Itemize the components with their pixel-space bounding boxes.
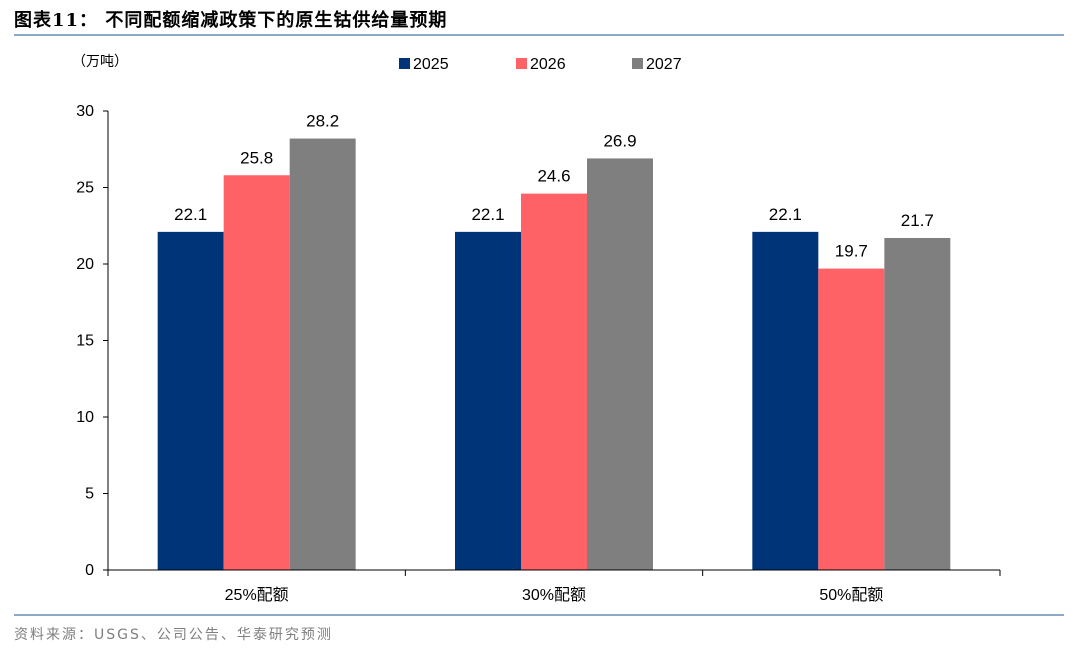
- bar-2027-2: [587, 158, 653, 570]
- legend-label: 2027: [646, 56, 682, 73]
- y-tick-label: 0: [85, 562, 94, 579]
- bar-value-label: 26.9: [603, 131, 636, 150]
- legend-label: 2025: [413, 56, 449, 73]
- y-tick-label: 15: [76, 333, 94, 350]
- y-unit-label: （万吨）: [72, 53, 128, 69]
- figure-title: 图表11： 不同配额缩减政策下的原生钴供给量预期: [14, 10, 448, 31]
- bar-2026-2: [521, 193, 587, 570]
- y-tick-label: 10: [76, 409, 94, 426]
- top-divider: [14, 34, 1064, 36]
- y-tick-label: 25: [76, 180, 94, 197]
- bars-group: 22.1 22.1 22.1 25.8 24.6 19.7 28.2 26.9 21.7: [157, 112, 951, 571]
- legend-swatch-2027: [632, 58, 643, 69]
- chart-legend: 2025 2026 2027: [399, 56, 682, 73]
- x-category-label: 30%配额: [522, 586, 586, 604]
- y-tick-label: 5: [85, 486, 94, 503]
- bar-2025-1: [157, 231, 224, 570]
- bar-value-label: 19.7: [835, 242, 868, 261]
- bar-2027-3: [884, 237, 951, 571]
- x-axis: 25%配额 30%配额 50%配额: [107, 569, 1001, 604]
- x-category-label: 25%配额: [225, 586, 289, 604]
- bar-2025-2: [455, 231, 521, 570]
- bar-2026-1: [223, 175, 290, 570]
- bar-value-label: 28.2: [306, 112, 339, 131]
- bar-2027-1: [289, 138, 356, 571]
- legend-swatch-2025: [399, 58, 410, 69]
- bar-2025-3: [752, 231, 819, 570]
- bar-value-label: 25.8: [240, 148, 273, 167]
- y-axis: 0 5 10 15 20 25 30: [76, 103, 109, 579]
- source-note: 资料来源：USGS、公司公告、华泰研究预测: [14, 627, 333, 643]
- bar-value-label: 24.6: [537, 167, 570, 186]
- x-category-label: 50%配额: [819, 586, 883, 604]
- y-tick-label: 20: [76, 256, 94, 273]
- bar-value-label: 22.1: [471, 205, 504, 224]
- bar-value-label: 22.1: [769, 205, 802, 224]
- legend-swatch-2026: [516, 58, 527, 69]
- y-tick-label: 30: [76, 103, 94, 120]
- legend-label: 2026: [530, 56, 566, 73]
- bar-value-label: 22.1: [174, 205, 207, 224]
- bottom-divider: [14, 614, 1064, 616]
- bar-2026-3: [818, 268, 885, 570]
- bar-value-label: 21.7: [901, 211, 934, 230]
